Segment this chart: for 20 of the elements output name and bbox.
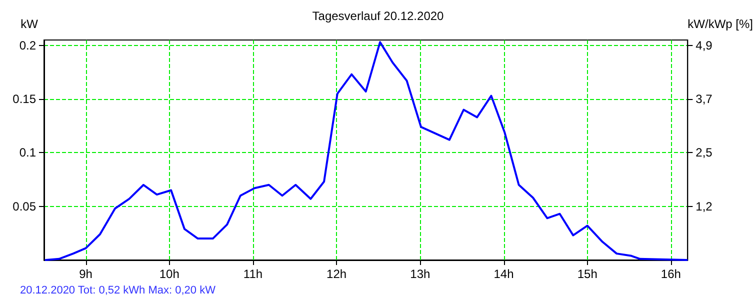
y-tick-label: 0.2 <box>19 38 36 52</box>
chart-title: Tagesverlauf 20.12.2020 <box>312 9 444 23</box>
y2-tick-label: 2,5 <box>696 146 713 160</box>
y2-tick-label: 4,9 <box>696 38 713 52</box>
text: 20.12.2020 Tot: 0,52 kWh Max: 0,20 kW <box>20 284 216 296</box>
x-tick-label: 10h <box>159 267 180 281</box>
x-tick-label: 9h <box>79 267 92 281</box>
x-tick-label: 14h <box>494 267 514 281</box>
x-tick-label: 16h <box>660 267 681 281</box>
y-tick-label: 0.15 <box>12 92 36 106</box>
y-axis-title: kW <box>20 17 39 31</box>
y2-axis-title: kW/kWp [%] <box>688 17 754 31</box>
x-tick-label: 12h <box>326 267 347 281</box>
x-tick-label: 11h <box>243 267 263 281</box>
x-tick-label: 15h <box>577 267 598 281</box>
y-tick-label: 0.1 <box>19 146 36 160</box>
y2-tick-label: 3,7 <box>696 92 713 106</box>
y-tick-label: 0.05 <box>12 199 36 214</box>
x-tick-label: 13h <box>410 267 430 281</box>
y2-tick-label: 1,2 <box>696 200 713 214</box>
